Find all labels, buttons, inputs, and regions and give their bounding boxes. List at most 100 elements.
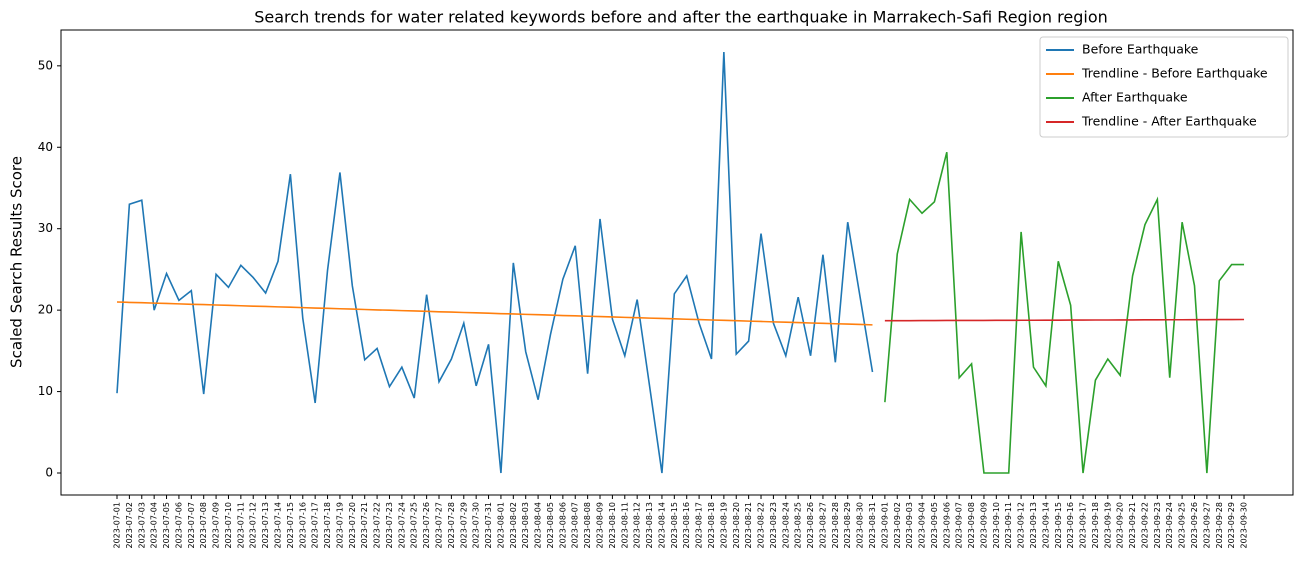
series-line [116,301,873,326]
x-tick-label: 2023-07-04 [150,502,159,549]
y-tick-label: 10 [38,384,53,398]
x-tick-label: 2023-09-12 [1017,502,1026,549]
x-tick-label: 2023-07-30 [472,502,481,549]
x-tick-label: 2023-08-01 [496,502,505,549]
series-line [884,318,1245,322]
x-tick-label: 2023-09-30 [1240,502,1249,549]
y-tick-label: 40 [38,140,53,154]
x-tick-label: 2023-09-23 [1153,502,1162,549]
x-tick-label: 2023-07-14 [274,502,283,549]
plot-frame [60,29,1294,496]
x-tick-label: 2023-09-09 [979,502,988,549]
x-tick-label: 2023-08-07 [571,502,580,549]
x-tick-label: 2023-08-08 [583,502,592,549]
x-tick-label: 2023-08-21 [744,502,753,549]
x-tick-label: 2023-07-23 [385,502,394,549]
x-tick-label: 2023-08-22 [757,502,766,549]
x-tick-label: 2023-08-20 [732,502,741,549]
x-tick-label: 2023-08-06 [558,502,567,549]
x-tick-label: 2023-08-09 [596,502,605,549]
x-tick-label: 2023-09-26 [1190,502,1199,549]
series-line [116,51,874,474]
x-tick-label: 2023-07-07 [187,502,196,549]
x-tick-label: 2023-08-27 [818,502,827,549]
x-tick-label: 2023-08-02 [509,502,518,549]
x-tick-label: 2023-07-28 [447,502,456,549]
x-tick-label: 2023-09-02 [893,502,902,549]
x-tick-label: 2023-07-12 [249,502,258,549]
x-tick-label: 2023-08-26 [806,502,815,549]
x-tick-label: 2023-09-05 [930,502,939,549]
x-tick-label: 2023-09-21 [1128,502,1137,549]
x-tick-label: 2023-07-18 [323,502,332,549]
x-tick-label: 2023-09-15 [1054,502,1063,549]
x-tick-label: 2023-09-16 [1066,502,1075,549]
x-tick-label: 2023-07-15 [286,502,295,549]
legend-label: Trendline - Before Earthquake [1081,66,1268,81]
y-tick-label: 20 [38,303,53,317]
x-tick-label: 2023-07-27 [435,502,444,549]
x-tick-label: 2023-09-29 [1227,502,1236,549]
x-tick-label: 2023-07-22 [373,502,382,549]
x-tick-label: 2023-08-03 [521,502,530,549]
x-tick-label: 2023-07-02 [125,502,134,549]
x-tick-label: 2023-07-13 [261,502,270,549]
x-tick-label: 2023-09-14 [1041,502,1050,549]
x-tick-label: 2023-07-24 [397,502,406,549]
x-tick-label: 2023-09-06 [942,502,951,549]
x-tick-label: 2023-08-10 [608,502,617,549]
x-tick-label: 2023-09-10 [992,502,1001,549]
legend-box [1039,36,1289,138]
x-tick-label: 2023-07-09 [212,502,221,549]
x-tick-label: 2023-08-17 [695,502,704,549]
x-tick-label: 2023-09-19 [1103,502,1112,549]
x-tick-label: 2023-07-19 [335,502,344,549]
legend-label: Trendline - After Earthquake [1081,114,1257,129]
x-tick-label: 2023-07-06 [174,502,183,549]
x-tick-label: 2023-08-19 [719,502,728,549]
legend-label: After Earthquake [1082,90,1188,105]
x-tick-label: 2023-08-05 [546,502,555,549]
x-tick-label: 2023-08-04 [534,502,543,549]
x-tick-label: 2023-07-17 [311,502,320,549]
x-tick-label: 2023-07-05 [162,502,171,549]
legend-label: Before Earthquake [1082,42,1199,57]
x-tick-label: 2023-07-01 [113,502,122,549]
x-tick-label: 2023-08-15 [670,502,679,549]
x-tick-label: 2023-07-31 [484,502,493,549]
x-tick-label: 2023-08-14 [657,502,666,549]
x-tick-label: 2023-09-01 [880,502,889,549]
x-tick-label: 2023-08-11 [620,502,629,549]
x-tick-label: 2023-08-18 [707,502,716,549]
x-tick-label: 2023-07-16 [298,502,307,549]
x-tick-label: 2023-07-20 [348,502,357,549]
x-tick-label: 2023-09-13 [1029,502,1038,549]
x-tick-label: 2023-09-28 [1215,502,1224,549]
x-tick-label: 2023-08-25 [794,502,803,549]
y-tick-label: 30 [38,221,53,235]
x-tick-label: 2023-09-18 [1091,502,1100,549]
x-tick-label: 2023-09-24 [1165,502,1174,549]
x-tick-label: 2023-09-22 [1140,502,1149,549]
y-tick-label: 50 [38,58,53,72]
x-tick-label: 2023-07-10 [224,502,233,549]
x-tick-label: 2023-09-25 [1178,502,1187,549]
y-tick-label: 0 [45,466,53,480]
y-axis-label: Scaled Search Results Score [8,156,26,368]
x-tick-label: 2023-08-13 [645,502,654,549]
x-tick-label: 2023-08-12 [633,502,642,549]
x-tick-label: 2023-09-07 [955,502,964,549]
x-tick-label: 2023-07-08 [199,502,208,549]
x-tick-label: 2023-08-29 [843,502,852,549]
x-tick-label: 2023-07-21 [360,502,369,549]
x-tick-label: 2023-08-24 [781,502,790,549]
x-tick-label: 2023-08-23 [769,502,778,549]
x-tick-label: 2023-08-31 [868,502,877,549]
x-tick-label: 2023-09-03 [905,502,914,549]
x-tick-label: 2023-08-30 [856,502,865,549]
x-tick-label: 2023-08-16 [682,502,691,549]
x-tick-label: 2023-09-08 [967,502,976,549]
series-line [884,151,1245,474]
x-tick-label: 2023-09-20 [1116,502,1125,549]
